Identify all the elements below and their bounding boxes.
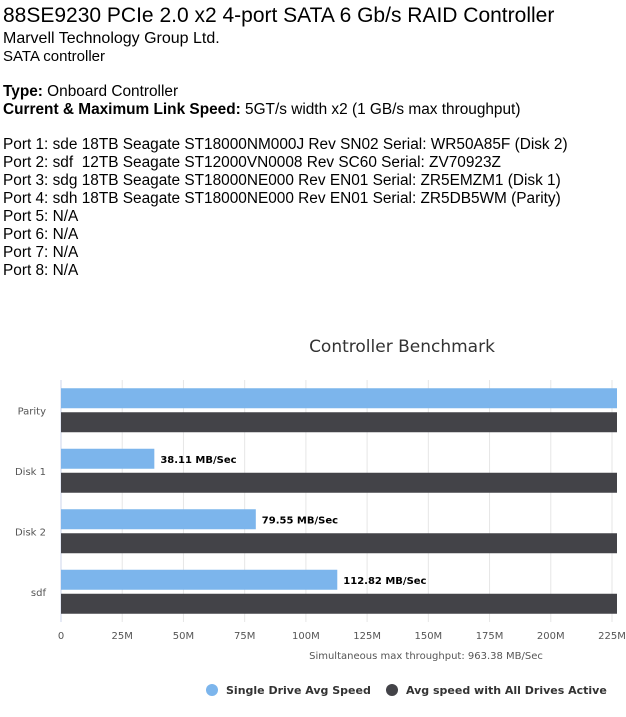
- link-speed-row: Current & Maximum Link Speed: 5GT/s widt…: [3, 101, 623, 119]
- data-label: 38.11 MB/Sec: [160, 455, 236, 466]
- device-class: SATA controller: [3, 48, 105, 65]
- bar: [61, 533, 617, 554]
- category-label: sdf: [31, 588, 47, 599]
- port-row: Port 3: sdg 18TB Seagate ST18000NE000 Re…: [3, 172, 561, 189]
- x-tick-label: 225M: [598, 631, 626, 642]
- port-row: Port 6: N/A: [3, 226, 79, 243]
- benchmark-chart: Controller Benchmark 0 25M 50M 75M 100M 125M 1…: [15, 337, 626, 697]
- type-value: Onboard Controller: [42, 83, 179, 100]
- vendor-name: Marvell Technology Group Ltd.: [3, 30, 220, 47]
- x-tick-label: 25M: [112, 631, 133, 642]
- legend-label[interactable]: Single Drive Avg Speed: [226, 684, 371, 697]
- bar: [61, 388, 617, 409]
- x-tick-label: 50M: [173, 631, 194, 642]
- controller-header: 88SE9230 PCIe 2.0 x2 4-port SATA 6 Gb/s …: [3, 2, 623, 280]
- bar: [61, 448, 155, 469]
- x-tick-label: 0: [58, 631, 64, 642]
- port-row: Port 5: N/A: [3, 208, 79, 225]
- legend-marker: [206, 684, 218, 696]
- type-row: Type: Onboard Controller: [3, 83, 623, 101]
- port-row: Port 4: sdh 18TB Seagate ST18000NE000 Re…: [3, 190, 561, 207]
- type-label: Type:: [3, 83, 43, 100]
- x-tick-label: 125M: [353, 631, 381, 642]
- x-tick-label: 75M: [234, 631, 255, 642]
- chart-title: Controller Benchmark: [309, 337, 495, 357]
- bar: [61, 593, 617, 614]
- x-tick-label: 150M: [414, 631, 442, 642]
- legend-label[interactable]: Avg speed with All Drives Active: [406, 684, 607, 697]
- controller-title: 88SE9230 PCIe 2.0 x2 4-port SATA 6 Gb/s …: [3, 4, 555, 27]
- link-speed-label: Current & Maximum Link Speed:: [3, 101, 241, 118]
- category-label: Disk 1: [15, 467, 46, 478]
- legend-marker: [386, 684, 398, 696]
- port-list: Port 1: sde 18TB Seagate ST18000NM000J R…: [3, 136, 623, 280]
- port-row: Port 2: sdf 12TB Seagate ST12000VN0008 R…: [3, 154, 501, 171]
- x-tick-label: 175M: [476, 631, 504, 642]
- category-label: Parity: [18, 406, 47, 417]
- x-tick-label: 200M: [537, 631, 565, 642]
- bar: [61, 412, 617, 433]
- bar: [61, 569, 338, 590]
- x-tick-label: 100M: [292, 631, 320, 642]
- category-label: Disk 2: [15, 527, 46, 538]
- data-label: 112.82 MB/Sec: [343, 576, 426, 587]
- link-speed-value: 5GT/s width x2 (1 GB/s max throughput): [240, 101, 521, 118]
- x-axis-label: Simultaneous max throughput: 963.38 MB/S…: [309, 651, 543, 662]
- port-row: Port 7: N/A: [3, 244, 79, 261]
- port-row: Port 8: N/A: [3, 262, 79, 279]
- bar: [61, 509, 256, 530]
- bar: [61, 472, 617, 493]
- port-row: Port 1: sde 18TB Seagate ST18000NM000J R…: [3, 136, 568, 153]
- data-label: 79.55 MB/Sec: [262, 515, 338, 526]
